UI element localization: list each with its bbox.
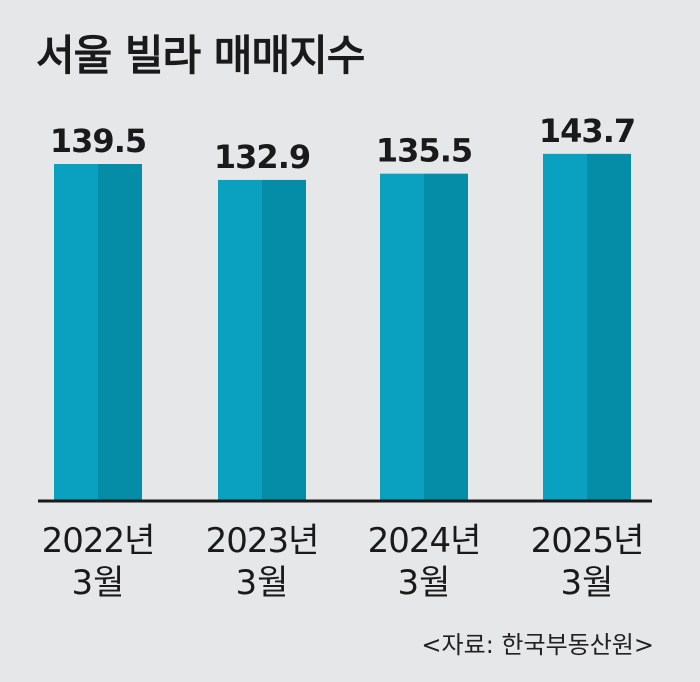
bar [543,153,631,501]
source-label: 자료: 한국부동산원 [441,631,634,659]
x-tick-label-year: 2025년 [531,521,644,561]
source-close-bracket: > [633,631,654,659]
bar-value-label: 135.5 [376,132,472,170]
x-tick-label-year: 2022년 [42,521,155,561]
bar-left-face [543,153,587,501]
x-tick-label-month: 3월 [561,563,614,603]
bar [380,173,468,501]
x-tick-label-year: 2023년 [206,521,319,561]
bar-left-face [54,164,98,501]
source-note: <자료: 한국부동산원> [421,625,654,660]
bar-left-face [218,179,262,501]
bar-right-face [98,164,142,501]
x-tick-label-month: 3월 [236,563,289,603]
bars-layer [54,153,631,501]
bar-value-label: 143.7 [539,112,635,150]
x-tick-label-month: 3월 [398,563,451,603]
bar-right-face [587,153,631,501]
source-open-bracket: < [421,631,442,659]
x-tick-label-year: 2024년 [368,521,481,561]
labels-layer: 139.52022년3월132.92023년3월135.52024년3월143.… [42,112,645,603]
bar-right-face [262,179,306,501]
bar-right-face [424,173,468,501]
bar-left-face [380,173,424,501]
bar-value-label: 139.5 [50,122,146,160]
chart-title: 서울 빌라 매매지수 [36,31,365,80]
x-tick-label-month: 3월 [72,563,125,603]
bar [54,164,142,501]
bar [218,179,306,501]
bar-value-label: 132.9 [214,138,310,176]
